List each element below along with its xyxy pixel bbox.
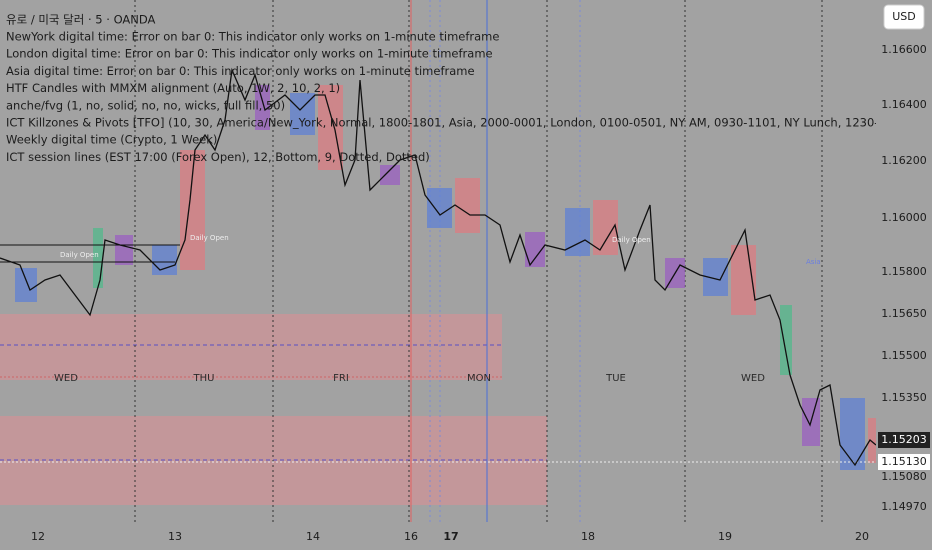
chart-label: Daily Open [190,234,229,242]
time-label: 17 [443,530,458,543]
day-label: FRI [333,373,349,384]
symbol-title: 유로 / 미국 달러 · 5 · OANDA [6,13,156,27]
price-label: 1.15350 [881,391,927,404]
price-series [0,67,877,467]
price-label: 1.15500 [881,349,927,362]
indicator-line: London digital time: Error on bar 0: Thi… [6,47,493,61]
day-label: WED [54,373,78,384]
time-label: 18 [581,530,595,543]
day-label: THU [193,373,215,384]
price-label: 1.15080 [881,470,927,483]
indicator-line: ICT Killzones & Pivots [TFO] (10, 30, Am… [6,116,932,130]
time-label: 16 [404,530,418,543]
price-tag-label: 1.15203 [881,433,927,446]
indicator-line: anche/fvg (1, no, solid, no, no, wicks, … [6,98,285,112]
day-label: TUE [605,373,626,384]
price-label: 1.16000 [881,211,927,224]
time-label: 12 [31,530,45,543]
price-tag-label: 1.15130 [881,455,927,468]
chart-label: Daily Open [612,236,651,244]
indicator-line: Weekly digital time (Crypto, 1 Week) [6,133,217,147]
time-axis [0,522,932,550]
chart-label: Asia [806,258,821,266]
zone [0,314,502,380]
price-label: 1.14970 [881,500,927,513]
time-label: 14 [306,530,320,543]
indicator-line: ICT session lines (EST 17:00 (Forex Open… [6,150,430,164]
currency[interactable]: USD [892,10,916,23]
day-label: WED [741,373,765,384]
time-label: 13 [168,530,182,543]
session-lines [134,0,823,522]
currency-button[interactable] [883,4,925,30]
price-label: 1.16200 [881,154,927,167]
indicator-line: HTF Candles with MMXM alignment (Auto, 1… [6,81,340,95]
indicator-line: Asia digital time: Error on bar 0: This … [6,64,475,78]
price-label: 1.16600 [881,43,927,56]
time-label: 20 [855,530,869,543]
price-tag [878,432,930,448]
time-label: 19 [718,530,732,543]
day-label: MON [467,373,491,384]
price-label: 1.15800 [881,265,927,278]
price-tag [878,454,930,470]
price-label: 1.15650 [881,307,927,320]
indicator-line: NewYork digital time: Error on bar 0: Th… [6,30,499,44]
chart-label: Daily Open [60,251,99,259]
price-label: 1.16400 [881,98,927,111]
